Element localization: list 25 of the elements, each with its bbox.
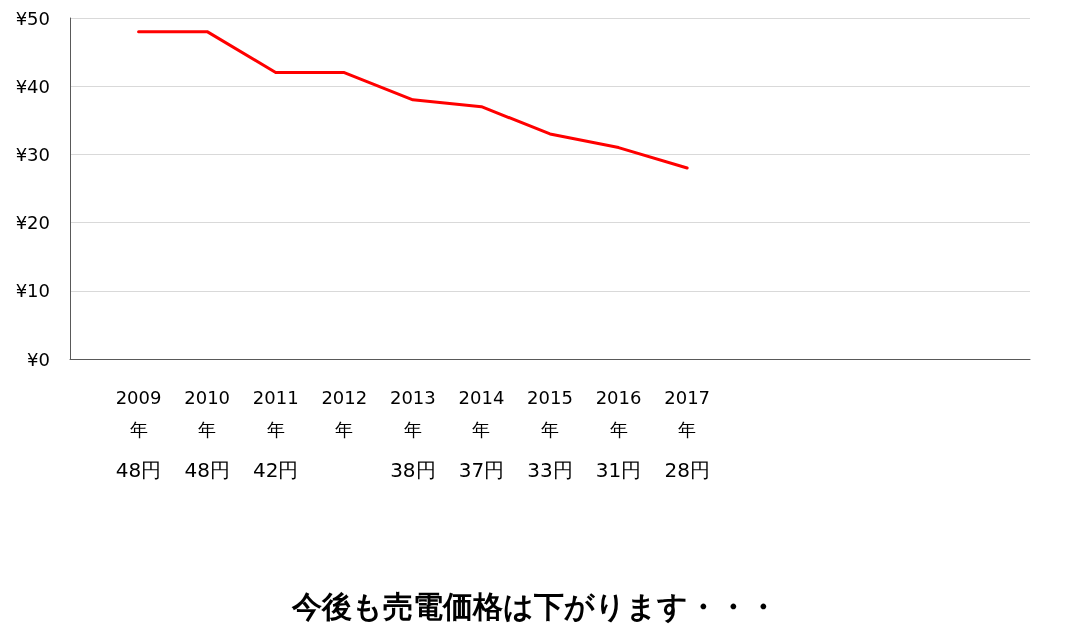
data-label: 31円 bbox=[595, 458, 642, 482]
data-label: 48円 bbox=[115, 458, 162, 482]
data-label: 37円 bbox=[458, 458, 505, 482]
x-tick-label: 2010年 bbox=[184, 386, 231, 440]
y-tick-label: ¥10 bbox=[15, 280, 50, 302]
text: 今後も売電価格は下がります・・・ bbox=[291, 588, 778, 624]
y-tick-label: ¥20 bbox=[15, 212, 50, 234]
data-label: 48円 bbox=[184, 458, 230, 482]
x-tick-label: 2014年 bbox=[458, 386, 505, 440]
x-tick-label: 2012年 bbox=[321, 386, 368, 440]
data-label: 42円 bbox=[252, 458, 299, 482]
x-tick-label: 2013年 bbox=[389, 386, 436, 440]
y-tick-label: ¥0 bbox=[27, 348, 50, 370]
x-tick-label: 2016年 bbox=[595, 386, 642, 440]
x-tick-label: 2015年 bbox=[527, 386, 573, 440]
data-label: 28円 bbox=[664, 458, 710, 482]
y-tick-label: ¥50 bbox=[15, 7, 50, 29]
y-tick-label: ¥40 bbox=[15, 75, 50, 97]
line-series bbox=[137, 30, 689, 170]
y-tick-label: ¥30 bbox=[15, 143, 50, 165]
data-label: 33円 bbox=[527, 458, 573, 482]
data-label: 38円 bbox=[390, 458, 436, 482]
x-tick-label: 2009年 bbox=[115, 386, 162, 440]
x-tick-label: 2011年 bbox=[252, 386, 299, 440]
x-tick-label: 2017年 bbox=[664, 386, 711, 440]
